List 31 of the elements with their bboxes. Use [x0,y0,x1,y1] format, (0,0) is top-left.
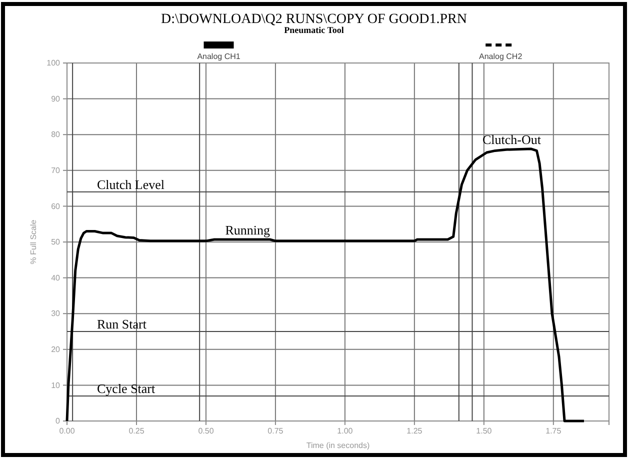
y-tick-label: 50 [51,238,61,247]
x-tick-label: 0.25 [128,426,145,436]
x-tick-label: 1.75 [546,426,562,436]
line-series [66,148,586,422]
annotation: Clutch-Out [482,132,542,147]
y-tick-label: 60 [51,202,61,211]
x-tick-label: 1.25 [406,426,423,436]
y-axis-title: % Full Scale [29,219,38,264]
y-tick-label: 10 [51,380,61,390]
x-axis-title: Time (in seconds) [306,441,370,450]
ref-line-label: Cycle Start [97,380,156,396]
x-tick-label: 1.00 [337,426,354,436]
y-tick-label: 20 [51,344,61,354]
ref-line-label: Run Start [97,316,147,332]
y-tick-label: 30 [51,309,61,318]
y-tick-label: 80 [51,130,61,140]
y-tick-label: 70 [51,166,61,175]
y-tick-label: 90 [51,94,61,104]
x-tick-label: 0.50 [198,426,214,436]
chart-subtitle: Pneumatic Tool [284,25,344,35]
legend-label: Analog CH1 [197,52,241,61]
legend-label: Analog CH2 [479,52,523,61]
chart-title: D:\DOWNLOAD\Q2 RUNS\COPY OF GOOD1.PRN [161,12,467,27]
x-tick-label: 0.75 [268,426,284,436]
y-tick-label: 100 [46,58,61,68]
x-tick-label: 1.50 [476,426,492,436]
annotation: Running [225,222,271,238]
y-tick-label: 0 [56,416,61,426]
ref-line-label: Clutch Level [97,176,165,192]
x-tick-label: 0.00 [59,426,76,436]
y-tick-label: 40 [51,273,61,282]
